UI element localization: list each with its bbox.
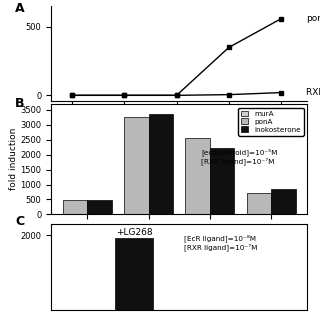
Bar xyxy=(63,200,87,214)
Bar xyxy=(87,200,112,214)
Bar xyxy=(115,238,153,310)
Bar xyxy=(185,138,210,214)
Text: +LG268: +LG268 xyxy=(116,228,152,237)
Text: [EcR ligand]=10⁻⁸M
[RXR ligand]=10⁻⁷M: [EcR ligand]=10⁻⁸M [RXR ligand]=10⁻⁷M xyxy=(184,234,258,251)
X-axis label: RXR ligand: RXR ligand xyxy=(155,239,204,248)
Text: ponA: ponA xyxy=(306,14,320,23)
Y-axis label: fold induction: fold induction xyxy=(9,128,18,190)
Bar xyxy=(124,116,148,214)
Text: [ecdysteroid]=10⁻⁵M
[RXR ligand]=10⁻⁷M: [ecdysteroid]=10⁻⁵M [RXR ligand]=10⁻⁷M xyxy=(201,148,277,165)
Bar xyxy=(148,114,173,214)
Legend: murA, ponA, inokosterone: murA, ponA, inokosterone xyxy=(238,108,304,136)
Text: C: C xyxy=(15,215,25,228)
Text: B: B xyxy=(15,97,25,110)
Text: A: A xyxy=(15,2,25,15)
Bar xyxy=(247,193,271,214)
Text: RXR ligand: RXR ligand xyxy=(306,88,320,97)
X-axis label: ligand concentration: ligand concentration xyxy=(132,125,226,134)
Bar xyxy=(271,189,296,214)
Bar xyxy=(210,148,234,214)
